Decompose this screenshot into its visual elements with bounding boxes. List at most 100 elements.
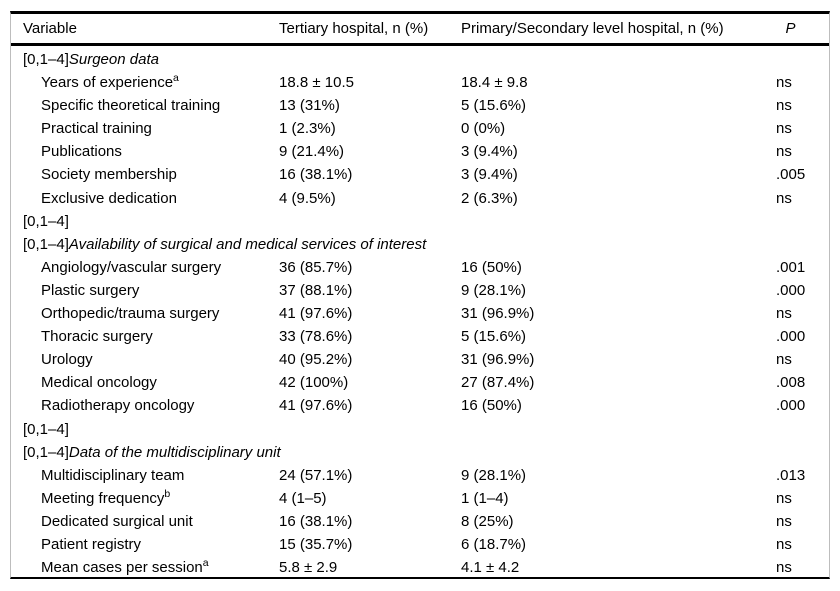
variable-cell: Society membership	[11, 163, 279, 186]
variable-label: Exclusive dedication	[41, 189, 177, 207]
primary-secondary-value-cell: 9 (28.1%)	[461, 466, 527, 484]
p-value-cell: ns	[776, 559, 792, 577]
p-value-cell: ns	[776, 189, 792, 207]
variable-cell: Multidisciplinary team	[11, 464, 279, 487]
bracket-prefix: [0,1–4]	[23, 212, 69, 230]
variable-cell: Patient registry	[11, 533, 279, 556]
variable-label: Urology	[41, 351, 93, 369]
variable-label: Publications	[41, 143, 122, 161]
table-row: Radiotherapy oncology 41 (97.6%) 16 (50%).…	[11, 394, 829, 417]
variable-label: Multidisciplinary team	[41, 466, 185, 484]
table-row: [0,1–4]Data of the multidisciplinary uni…	[11, 441, 829, 464]
tertiary-value-cell: 37 (88.1%)	[279, 281, 353, 299]
section-title: Availability of surgical and medical ser…	[68, 235, 427, 253]
table-row: Dedicated surgical unit 16 (38.1%) 8 (25%)…	[11, 510, 829, 533]
table-row: Meeting frequencyb 4 (1–5) 1 (1–4) ns	[11, 487, 829, 510]
variable-cell: Years of experiencea	[11, 71, 279, 94]
variable-label: Meeting frequency	[41, 489, 165, 507]
variable-cell: Orthopedic/trauma surgery	[11, 302, 279, 325]
primary-secondary-value-cell: 1 (1–4)	[461, 489, 509, 507]
p-value-cell: .000	[776, 328, 806, 346]
variable-label: Radiotherapy oncology	[41, 397, 195, 415]
variable-cell: [0,1–4]	[11, 210, 279, 233]
primary-secondary-value-cell: 18.4 ± 9.8	[461, 74, 528, 92]
variable-cell: Thoracic surgery	[11, 325, 279, 348]
table-row: Multidisciplinary team 24 (57.1%) 9 (28.1%…	[11, 464, 829, 487]
p-value-cell: ns	[776, 97, 792, 115]
table-body: [0,1–4]Surgeon data Years of experiencea 1…	[11, 46, 829, 577]
variable-label: Specific theoretical training	[41, 97, 221, 115]
tertiary-value-cell: 5.8 ± 2.9	[279, 559, 338, 577]
table-header-row: Variable Tertiary hospital, n (%) Primar…	[11, 14, 829, 46]
p-value-cell: ns	[776, 535, 792, 553]
variable-cell: Exclusive dedication	[11, 187, 279, 210]
variable-cell: Practical training	[11, 117, 279, 140]
table-row: Thoracic surgery 33 (78.6%) 5 (15.6%) .000	[11, 325, 829, 348]
p-value-cell: .013	[776, 466, 806, 484]
variable-cell: [0,1–4]	[11, 418, 279, 441]
comparison-table: Variable Tertiary hospital, n (%) Primar…	[10, 11, 830, 579]
p-value-cell: ns	[776, 143, 792, 161]
tertiary-value-cell: 42 (100%)	[279, 374, 349, 392]
primary-secondary-value-cell: 16 (50%)	[461, 258, 522, 276]
footnote-marker: a	[173, 72, 179, 85]
primary-secondary-value-cell: 16 (50%)	[461, 397, 522, 415]
tertiary-value-cell: 40 (95.2%)	[279, 351, 353, 369]
tertiary-value-cell: 33 (78.6%)	[279, 328, 353, 346]
variable-cell: Radiotherapy oncology	[11, 394, 279, 417]
primary-secondary-value-cell: 4.1 ± 4.2	[461, 559, 520, 577]
table-row: [0,1–4]	[11, 418, 829, 441]
primary-secondary-value-cell: 6 (18.7%)	[461, 535, 527, 553]
table-row: Society membership 16 (38.1%) 3 (9.4%) .005	[11, 163, 829, 186]
variable-cell: Specific theoretical training	[11, 94, 279, 117]
p-value-cell: .008	[776, 374, 806, 392]
primary-secondary-value-cell: 9 (28.1%)	[461, 281, 527, 299]
footnote-marker: b	[164, 487, 171, 500]
tertiary-value-cell: 9 (21.4%)	[279, 143, 345, 161]
tertiary-value-cell: 16 (38.1%)	[279, 512, 353, 530]
table-row: [0,1–4]	[11, 210, 829, 233]
table-row: Mean cases per sessiona 5.8 ± 2.9 4.1 ± 4.…	[11, 556, 829, 577]
bracket-prefix: [0,1–4]	[23, 235, 69, 253]
primary-secondary-value-cell: 31 (96.9%)	[461, 305, 535, 323]
tertiary-value-cell: 24 (57.1%)	[279, 466, 353, 484]
tertiary-value-cell: 41 (97.6%)	[279, 305, 353, 323]
tertiary-value-cell: 41 (97.6%)	[279, 397, 353, 415]
table-row: Angiology/vascular surgery 36 (85.7%) 16 (…	[11, 256, 829, 279]
table-row: Practical training 1 (2.3%) 0 (0%) ns	[11, 117, 829, 140]
p-value-cell: ns	[776, 512, 792, 530]
table-row: Urology 40 (95.2%) 31 (96.9%) ns	[11, 348, 829, 371]
p-value-cell: .005	[776, 166, 806, 184]
bracket-prefix: [0,1–4]	[23, 51, 69, 68]
col-header-p-value: P	[785, 20, 796, 37]
variable-cell: [0,1–4]Surgeon data	[11, 48, 279, 71]
table-row: Patient registry 15 (35.7%) 6 (18.7%) ns	[11, 533, 829, 556]
primary-secondary-value-cell: 2 (6.3%)	[461, 189, 518, 207]
p-value-cell: ns	[776, 351, 792, 369]
p-value-cell: .000	[776, 397, 806, 415]
table-row: Medical oncology 42 (100%) 27 (87.4%) .008	[11, 371, 829, 394]
footnote-marker: a	[202, 557, 209, 570]
variable-cell: [0,1–4]Availability of surgical and medi…	[11, 233, 426, 256]
variable-cell: Mean cases per sessiona	[11, 556, 279, 577]
primary-secondary-value-cell: 3 (9.4%)	[461, 143, 518, 161]
p-value-cell: ns	[776, 120, 792, 138]
tertiary-value-cell: 15 (35.7%)	[279, 535, 353, 553]
variable-cell: Publications	[11, 140, 279, 163]
variable-cell: Angiology/vascular surgery	[11, 256, 279, 279]
variable-label: Thoracic surgery	[41, 328, 153, 346]
table-row: Specific theoretical training 13 (31%) 5 (…	[11, 94, 829, 117]
tertiary-value-cell: 13 (31%)	[279, 97, 340, 115]
bracket-prefix: [0,1–4]	[23, 443, 69, 461]
primary-secondary-value-cell: 5 (15.6%)	[461, 97, 527, 115]
variable-label: Dedicated surgical unit	[41, 512, 193, 530]
table-row: Orthopedic/trauma surgery 41 (97.6%) 31 (9…	[11, 302, 829, 325]
primary-secondary-value-cell: 3 (9.4%)	[461, 166, 518, 184]
table-row: Exclusive dedication 4 (9.5%) 2 (6.3%) ns	[11, 187, 829, 210]
p-value-cell: ns	[776, 74, 792, 92]
primary-secondary-value-cell: 5 (15.6%)	[461, 328, 527, 346]
variable-label: Society membership	[41, 166, 177, 184]
primary-secondary-value-cell: 0 (0%)	[461, 120, 506, 138]
section-title: Surgeon data	[68, 51, 159, 68]
